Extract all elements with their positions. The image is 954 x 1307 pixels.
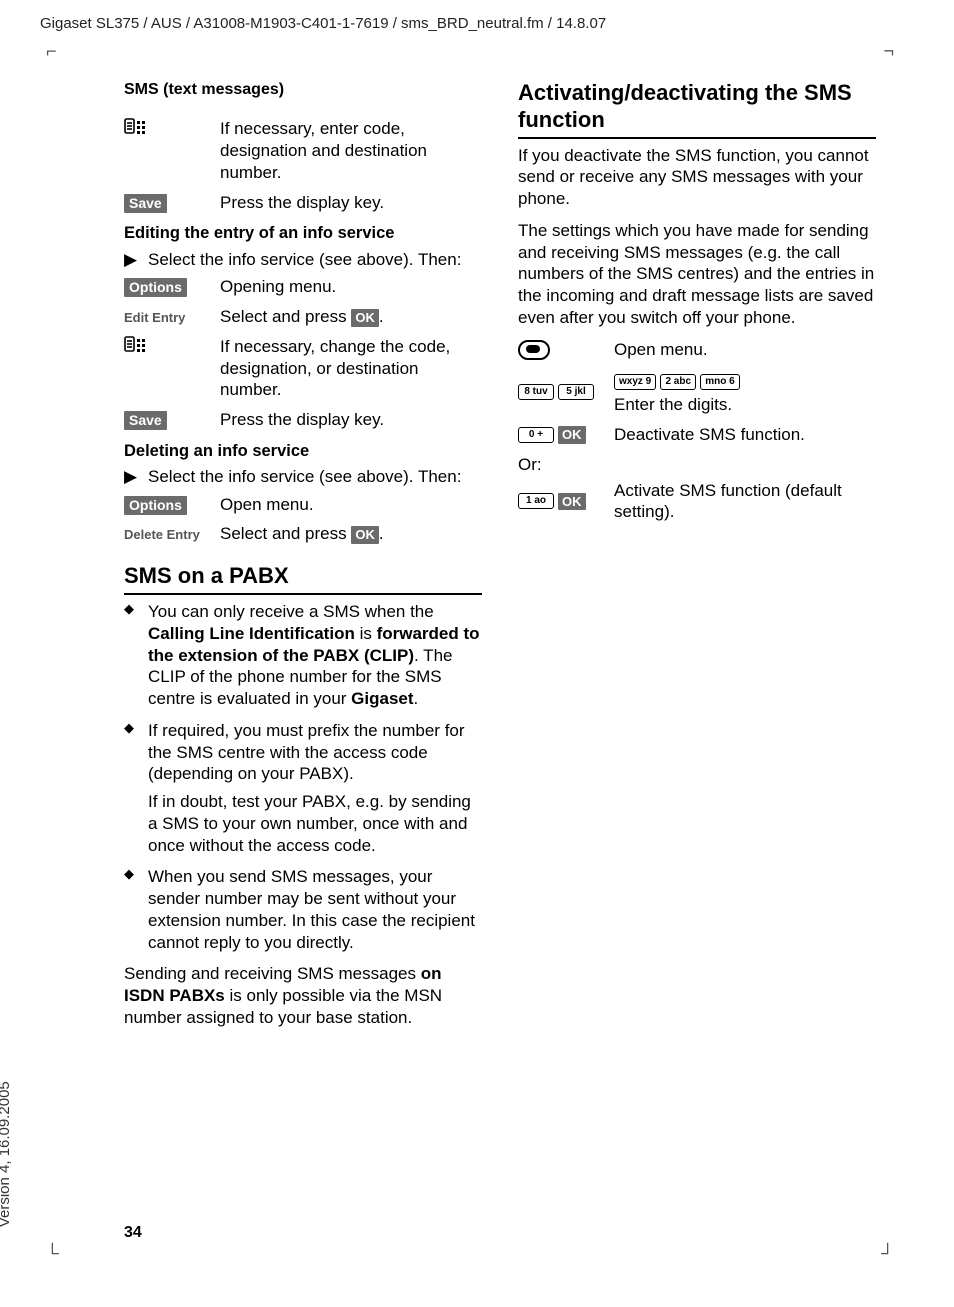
step-text: Enter the digits. — [614, 394, 876, 416]
or-text: Or: — [518, 454, 876, 476]
crop-mark: ¬ — [883, 40, 894, 63]
instruction-step: Save Press the display key. — [124, 192, 482, 214]
bullet-list: You can only receive a SMS when the Call… — [124, 601, 482, 953]
options-key-label: Options — [124, 278, 187, 297]
crop-mark: └ — [46, 1242, 59, 1265]
instruction-step: If necessary, enter code, designation an… — [124, 118, 482, 183]
paragraph: The settings which you have made for sen… — [518, 220, 876, 329]
step-text: Press the display key. — [220, 192, 482, 214]
arrow-icon: ▶ — [124, 466, 148, 488]
text-frag: is — [355, 624, 377, 643]
step-text: Select and press OK. — [220, 523, 482, 545]
step-text: Open menu. — [614, 339, 876, 361]
running-head: SMS (text messages) — [124, 80, 482, 100]
paragraph: Sending and receiving SMS messages on IS… — [124, 963, 482, 1028]
instruction-step: 8 tuv 5 jkl wxyz 9 2 abc mno 6 Enter the… — [518, 368, 876, 416]
step-text: Select the info service (see above). The… — [148, 466, 482, 488]
subheading-edit-entry: Editing the entry of an info service — [124, 223, 482, 244]
instruction-step: 0 + OK Deactivate SMS function. — [518, 424, 876, 446]
text-frag: . — [379, 307, 384, 326]
digit-key-0: 0 + — [518, 427, 554, 443]
edit-entry-label: Edit Entry — [124, 310, 185, 325]
crop-mark: ⌐ — [46, 40, 57, 63]
keypad-icon — [124, 340, 148, 360]
instruction-step: If necessary, change the code, designati… — [124, 336, 482, 401]
heading-sms-pabx: SMS on a PABX — [124, 563, 482, 595]
step-text: Opening menu. — [220, 276, 482, 298]
step-text: If necessary, enter code, designation an… — [220, 118, 482, 183]
step-text: Open menu. — [220, 494, 482, 516]
list-item: You can only receive a SMS when the Call… — [124, 601, 482, 710]
ok-key-label: OK — [558, 493, 586, 511]
paragraph: If in doubt, test your PABX, e.g. by sen… — [148, 791, 482, 856]
digit-key-6: mno 6 — [700, 374, 739, 390]
digit-key-5: 5 jkl — [558, 384, 594, 400]
text-frag: . — [414, 689, 419, 708]
save-key-label: Save — [124, 194, 167, 213]
paragraph: If you deactivate the SMS function, you … — [518, 145, 876, 210]
arrow-icon: ▶ — [124, 249, 148, 271]
version-stamp: Version 4, 16.09.2005 — [0, 1081, 14, 1227]
step-text: If necessary, change the code, designati… — [220, 336, 482, 401]
text-bold: Calling Line Identification — [148, 624, 355, 643]
text-bold: Gigaset — [351, 689, 413, 708]
digit-key-9: wxyz 9 — [614, 374, 656, 390]
list-item: If required, you must prefix the number … — [124, 720, 482, 857]
text-frag: . — [379, 524, 384, 543]
instruction-step: Open menu. — [518, 339, 876, 361]
digit-key-8: 8 tuv — [518, 384, 554, 400]
keypad-icon — [124, 122, 148, 142]
instruction-step: Save Press the display key. — [124, 409, 482, 431]
page-content: SMS (text messages) If necessary, enter … — [124, 80, 876, 1207]
digit-key-1: 1 ao — [518, 493, 554, 509]
instruction-step: Delete Entry Select and press OK. — [124, 523, 482, 545]
list-item: When you send SMS messages, your sender … — [124, 866, 482, 953]
ok-key-label: OK — [351, 526, 379, 544]
instruction-line: ▶ Select the info service (see above). T… — [124, 249, 482, 271]
text-frag: Select and press — [220, 524, 351, 543]
ok-key-label: OK — [351, 309, 379, 327]
page-number: 34 — [124, 1223, 142, 1243]
delete-entry-label: Delete Entry — [124, 527, 200, 542]
step-text: Deactivate SMS function. — [614, 424, 876, 446]
save-key-label: Save — [124, 411, 167, 430]
heading-activate-sms: Activating/deactivating the SMS function — [518, 80, 876, 139]
instruction-line: ▶ Select the info service (see above). T… — [124, 466, 482, 488]
text-frag: Select and press — [220, 307, 351, 326]
instruction-step: Edit Entry Select and press OK. — [124, 306, 482, 328]
instruction-step: Options Opening menu. — [124, 276, 482, 298]
text-frag: If required, you must prefix the number … — [148, 721, 465, 784]
step-text: Press the display key. — [220, 409, 482, 431]
step-text: Activate SMS function (default setting). — [614, 480, 876, 524]
text-frag: You can only receive a SMS when the — [148, 602, 434, 621]
step-text: Select and press OK. — [220, 306, 482, 328]
crop-mark: ┘ — [881, 1242, 894, 1265]
text-frag: Sending and receiving SMS messages — [124, 964, 421, 983]
instruction-step: 1 ao OK Activate SMS function (default s… — [518, 480, 876, 524]
subheading-delete-service: Deleting an info service — [124, 441, 482, 462]
menu-key-icon — [518, 340, 550, 360]
digit-key-2: 2 abc — [660, 374, 696, 390]
ok-key-label: OK — [558, 426, 586, 444]
page-header-path: Gigaset SL375 / AUS / A31008-M1903-C401-… — [40, 14, 914, 33]
step-text: Select the info service (see above). The… — [148, 249, 482, 271]
instruction-step: Options Open menu. — [124, 494, 482, 516]
options-key-label: Options — [124, 496, 187, 515]
